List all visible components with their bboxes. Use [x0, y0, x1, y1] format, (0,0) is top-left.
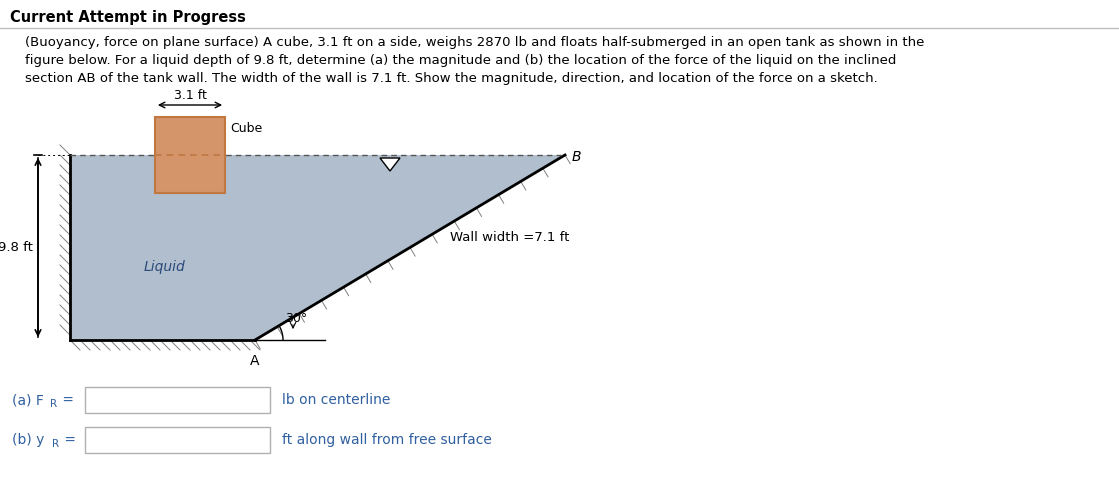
Text: R: R [51, 439, 59, 449]
Polygon shape [70, 155, 565, 340]
Text: lb on centerline: lb on centerline [282, 393, 391, 407]
Text: =: = [58, 393, 74, 407]
Text: R: R [50, 399, 57, 409]
Text: figure below. For a liquid depth of 9.8 ft, determine (a) the magnitude and (b) : figure below. For a liquid depth of 9.8 … [25, 54, 896, 67]
Text: 30°: 30° [285, 312, 308, 324]
Text: ft along wall from free surface: ft along wall from free surface [282, 433, 492, 447]
Text: (Buoyancy, force on plane surface) A cube, 3.1 ft on a side, weighs 2870 lb and : (Buoyancy, force on plane surface) A cub… [25, 36, 924, 49]
Text: B: B [572, 150, 582, 164]
Text: 9.8 ft: 9.8 ft [0, 241, 32, 254]
Text: 3.1 ft: 3.1 ft [173, 89, 206, 102]
Bar [85, 387, 270, 413]
Polygon shape [380, 158, 399, 171]
Bar [85, 427, 270, 453]
Text: (a) F: (a) F [12, 393, 44, 407]
Text: Current Attempt in Progress: Current Attempt in Progress [10, 10, 246, 25]
Text: section AB of the tank wall. The width of the wall is 7.1 ft. Show the magnitude: section AB of the tank wall. The width o… [25, 72, 877, 85]
Text: Cube: Cube [231, 122, 262, 136]
Text: Wall width =7.1 ft: Wall width =7.1 ft [450, 231, 570, 244]
Text: A: A [251, 354, 260, 368]
Text: =: = [60, 433, 76, 447]
Text: Liquid: Liquid [144, 260, 186, 274]
Bar [156, 117, 225, 193]
Text: (b) y: (b) y [12, 433, 45, 447]
